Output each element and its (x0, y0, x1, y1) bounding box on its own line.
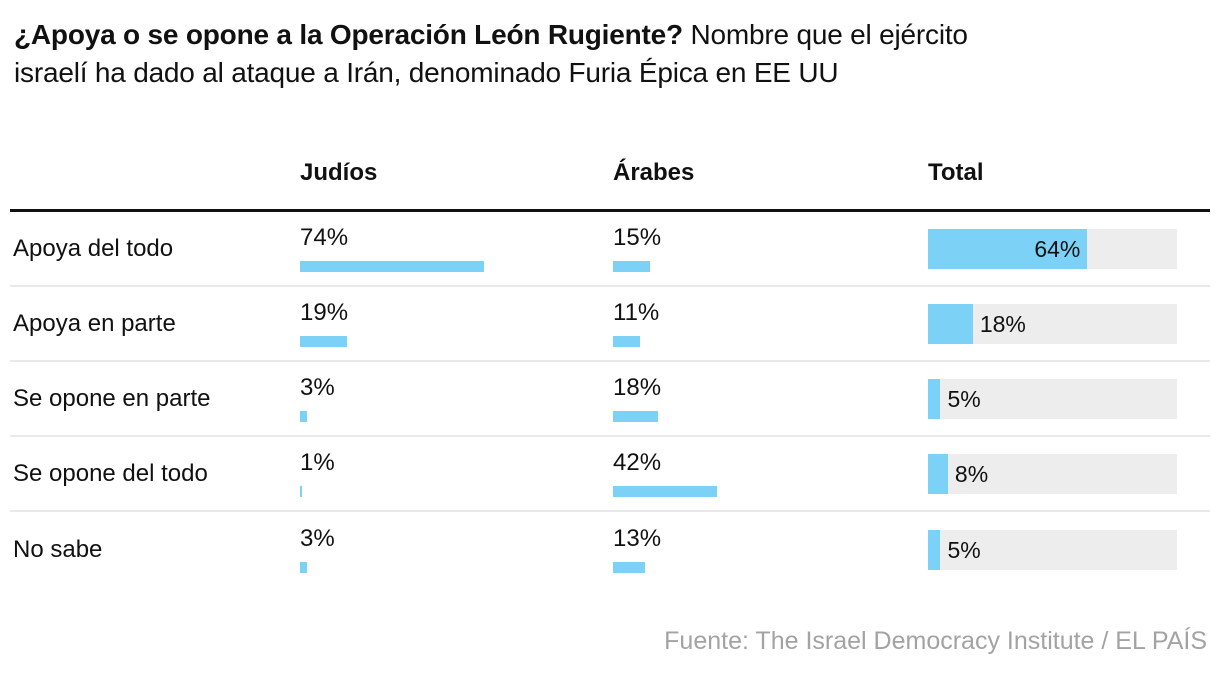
total-cell: 5% (928, 378, 1210, 419)
judios-cell: 19% (300, 300, 613, 347)
row-label: Se opone del todo (13, 459, 208, 487)
arabes-value: 15% (613, 224, 662, 251)
arabes-bar (613, 336, 641, 347)
total-bar-fill (928, 453, 948, 494)
header-spacer (10, 187, 300, 209)
total-cell: 5% (928, 529, 1210, 570)
arabes-cell: 13% (613, 526, 928, 573)
arabes-cell: 42% (613, 450, 928, 497)
judios-value: 19% (300, 299, 349, 326)
table-row: Se opone del todo 1% 42% 8% (10, 437, 1210, 512)
judios-value: 3% (300, 525, 335, 552)
total-bar-track: 5% (928, 378, 1177, 419)
chart-title-question: ¿Apoya o se opone a la Operación León Ru… (14, 19, 683, 50)
total-bar-track: 8% (928, 453, 1177, 494)
arabes-bar (613, 486, 718, 497)
column-header-total: Total (928, 159, 984, 186)
judios-bar (300, 562, 308, 573)
arabes-value: 42% (613, 449, 662, 476)
total-cell: 8% (928, 453, 1210, 494)
total-value: 8% (954, 460, 989, 487)
judios-value: 3% (300, 374, 335, 401)
judios-bar (300, 411, 308, 422)
row-label: No sabe (13, 535, 103, 563)
total-value: 5% (947, 536, 981, 563)
row-label: Se opone en parte (13, 384, 211, 412)
chart-subtitle-part1: Nombre que el ejército (682, 19, 968, 50)
row-label: Apoya del todo (13, 234, 174, 262)
table-row: No sabe 3% 13% 5% (10, 512, 1210, 587)
row-label: Apoya en parte (13, 309, 176, 337)
arabes-value: 11% (613, 299, 660, 326)
total-value: 18% (979, 310, 1026, 337)
total-bar-track: 5% (928, 529, 1177, 570)
table-row: Apoya del todo 74% 15% 64% (10, 212, 1210, 287)
source-credit: Fuente: The Israel Democracy Institute /… (664, 627, 1207, 655)
judios-value: 1% (300, 449, 335, 476)
total-bar-track: 18% (928, 303, 1177, 344)
total-value: 64% (1034, 235, 1081, 262)
arabes-bar (613, 562, 646, 573)
arabes-cell: 15% (613, 225, 928, 272)
arabes-value: 13% (613, 525, 662, 552)
table-body: Apoya del todo 74% 15% 64% Apoya en part… (10, 212, 1210, 587)
judios-cell: 3% (300, 375, 613, 422)
chart-subtitle-part2: israelí ha dado al ataque a Irán, denomi… (14, 57, 839, 88)
judios-bar (300, 486, 303, 497)
judios-cell: 1% (300, 450, 613, 497)
arabes-bar (613, 261, 651, 272)
table-header-row: Judíos Árabes Total (10, 92, 1210, 212)
judios-cell: 74% (300, 225, 613, 272)
total-bar-fill (928, 378, 941, 419)
total-cell: 64% (928, 228, 1210, 269)
judios-cell: 3% (300, 526, 613, 573)
total-cell: 18% (928, 303, 1210, 344)
judios-bar (300, 336, 348, 347)
chart-title: ¿Apoya o se opone a la Operación León Ru… (0, 0, 1220, 92)
judios-value: 74% (300, 224, 349, 251)
total-bar-fill (928, 303, 973, 344)
arabes-bar (613, 411, 658, 422)
column-header-judios: Judíos (300, 159, 378, 186)
table-row: Se opone en parte 3% 18% 5% (10, 362, 1210, 437)
table-row: Apoya en parte 19% 11% 18% (10, 287, 1210, 362)
judios-bar (300, 261, 484, 272)
total-bar-fill (928, 228, 1088, 269)
total-bar-fill (928, 529, 941, 570)
total-value: 5% (947, 385, 981, 412)
arabes-value: 18% (613, 374, 662, 401)
data-table: Judíos Árabes Total Apoya del todo 74% 1… (10, 92, 1210, 587)
arabes-cell: 11% (613, 300, 928, 347)
column-header-arabes: Árabes (613, 159, 695, 186)
arabes-cell: 18% (613, 375, 928, 422)
total-bar-track: 64% (928, 228, 1177, 269)
